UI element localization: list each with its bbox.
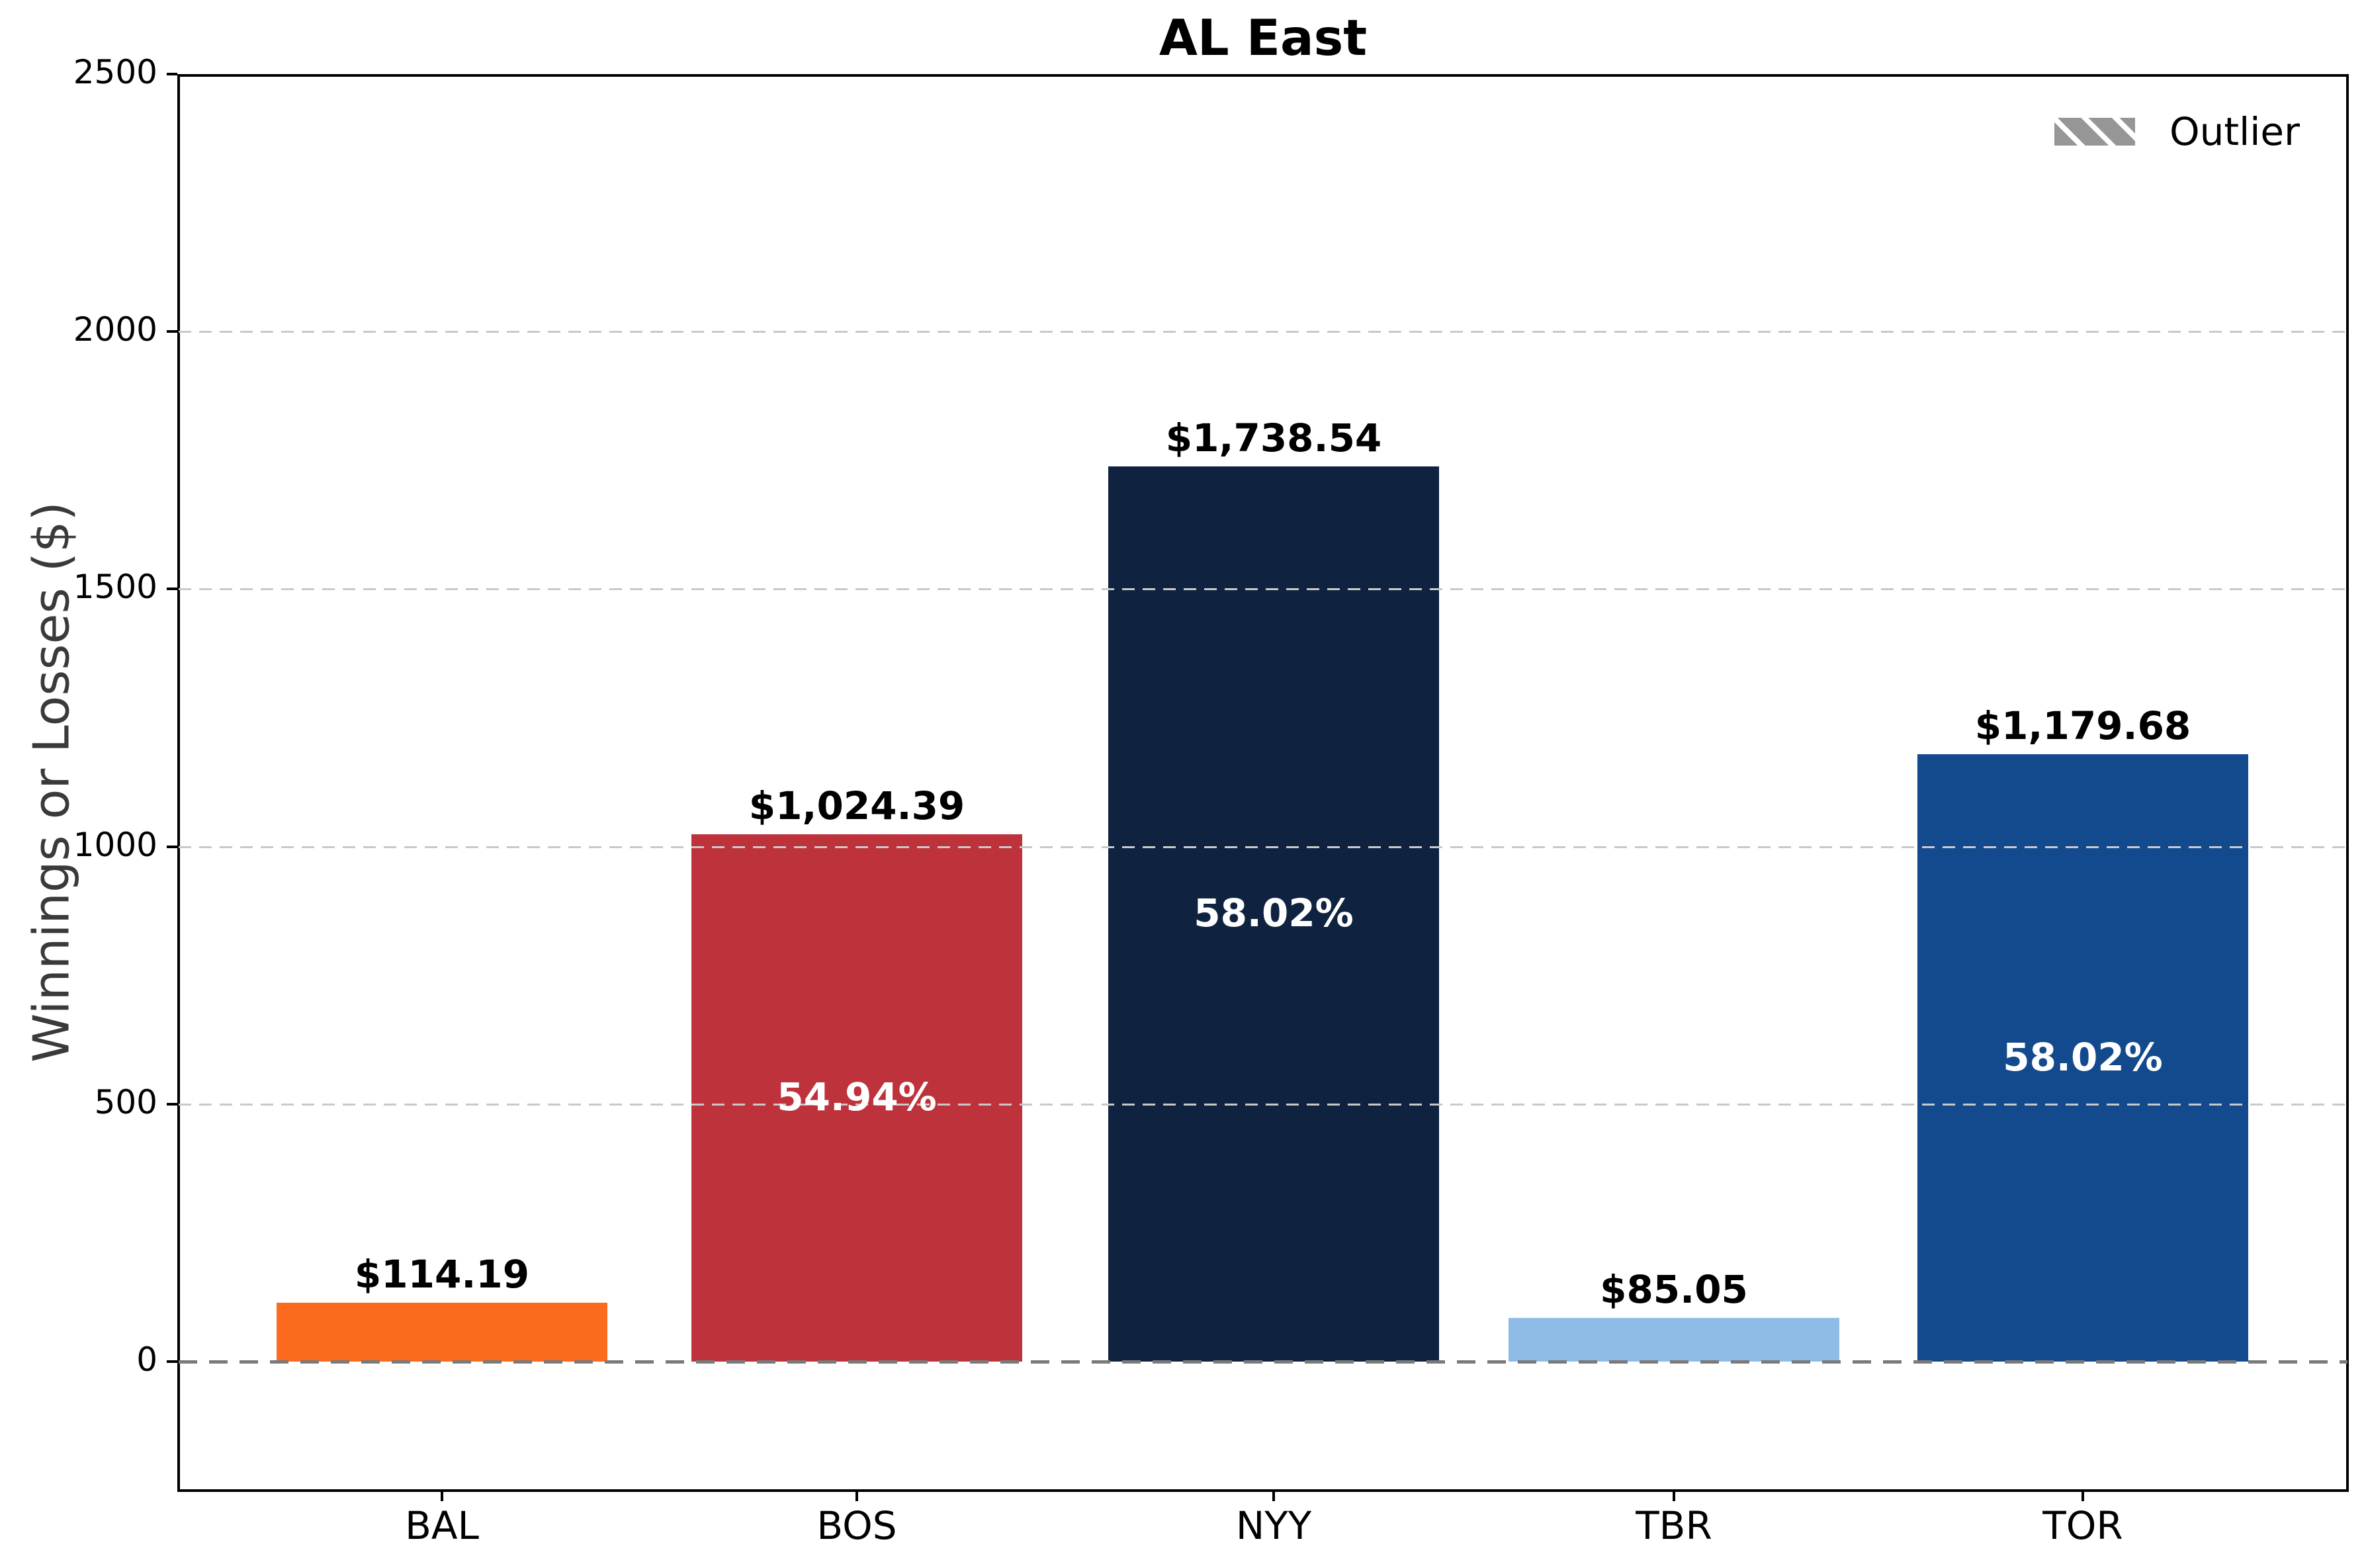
gridline-1000: [179, 846, 2347, 848]
x-tickmark-TBR: [1673, 1491, 1675, 1501]
bar-value-label-TBR: $85.05: [1600, 1267, 1748, 1313]
x-tickmark-BOS: [855, 1491, 858, 1501]
x-tickmark-BAL: [441, 1491, 443, 1501]
y-tickmark-2500: [167, 73, 177, 75]
x-tick-label-BOS: BOS: [816, 1503, 897, 1548]
x-tick-label-TOR: TOR: [2042, 1503, 2123, 1548]
bar-NYY: [1108, 466, 1439, 1362]
bar-value-label-NYY: $1,738.54: [1165, 415, 1382, 460]
bar-pct-label-BOS: 54.94%: [777, 1074, 937, 1120]
y-tick-label-1500: 1500: [73, 568, 157, 607]
bar-TOR: [1917, 754, 2248, 1362]
bar-value-label-TOR: $1,179.68: [1974, 703, 2191, 748]
y-tick-label-2000: 2000: [73, 310, 157, 349]
legend: Outlier: [2054, 112, 2300, 151]
bar-pct-label-TOR: 58.02%: [2003, 1034, 2163, 1080]
y-tick-label-500: 500: [94, 1082, 157, 1121]
y-tickmark-1500: [167, 588, 177, 591]
y-tick-label-0: 0: [136, 1340, 157, 1379]
outlier-hatch-swatch: [2054, 118, 2135, 146]
x-tick-label-NYY: NYY: [1235, 1503, 1312, 1548]
y-tickmark-1000: [167, 845, 177, 848]
x-tickmark-TOR: [2081, 1491, 2084, 1501]
right-spine: [2346, 74, 2349, 1492]
gridline-500: [179, 1103, 2347, 1106]
x-tick-label-TBR: TBR: [1636, 1503, 1712, 1548]
bar-TBR: [1509, 1317, 1839, 1362]
x-tickmark-NYY: [1272, 1491, 1275, 1501]
gridline-1500: [179, 588, 2347, 591]
y-tick-label-1000: 1000: [73, 825, 157, 864]
y-tick-label-2500: 2500: [73, 53, 157, 91]
bar-BOS: [691, 834, 1022, 1362]
bar-pct-label-NYY: 58.02%: [1194, 891, 1354, 936]
x-tick-label-BAL: BAL: [405, 1503, 479, 1548]
bar-BAL: [277, 1303, 607, 1362]
top-spine: [177, 74, 2349, 77]
bar-value-label-BAL: $114.19: [354, 1252, 530, 1297]
chart-title: AL East: [1159, 9, 1368, 67]
gridline-2000: [179, 331, 2347, 333]
left-spine: [177, 74, 180, 1492]
plot-area: $114.19 $1,024.39 54.94% $1,738.54 58.02% $85…: [179, 74, 2347, 1491]
y-tickmark-500: [167, 1102, 177, 1106]
y-tickmark-0: [167, 1360, 177, 1363]
legend-label: Outlier: [2169, 109, 2300, 154]
bar-value-label-BOS: $1,024.39: [748, 783, 965, 828]
zero-line: [179, 1360, 2347, 1364]
bottom-spine: [177, 1489, 2349, 1492]
y-tickmark-2000: [167, 330, 177, 333]
